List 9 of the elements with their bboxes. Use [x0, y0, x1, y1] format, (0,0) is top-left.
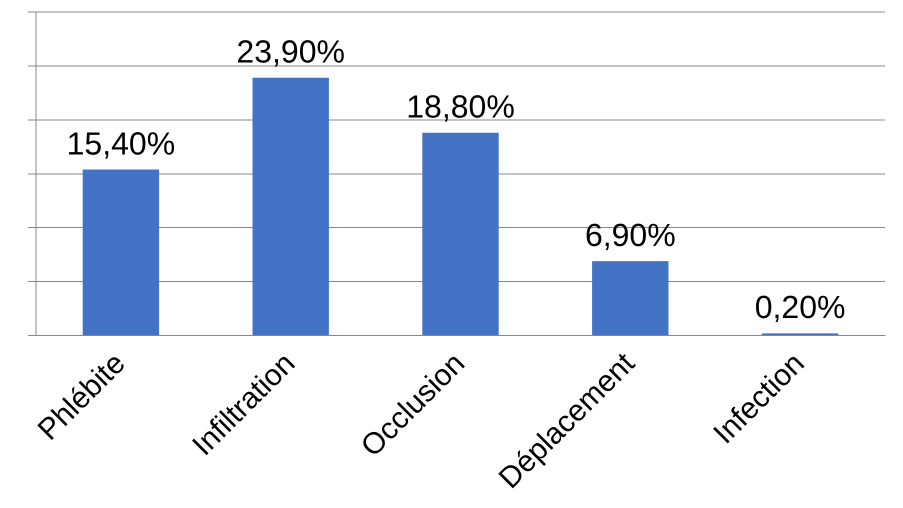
bar	[82, 169, 160, 336]
data-label: 18,80%	[406, 88, 515, 125]
data-label: 15,40%	[66, 125, 176, 162]
data-label: 6,90%	[584, 216, 676, 253]
bar	[592, 261, 669, 336]
bar	[422, 132, 499, 336]
data-label: 0,20%	[754, 289, 846, 326]
bar	[252, 78, 329, 336]
data-label: 23,90%	[236, 34, 345, 70]
